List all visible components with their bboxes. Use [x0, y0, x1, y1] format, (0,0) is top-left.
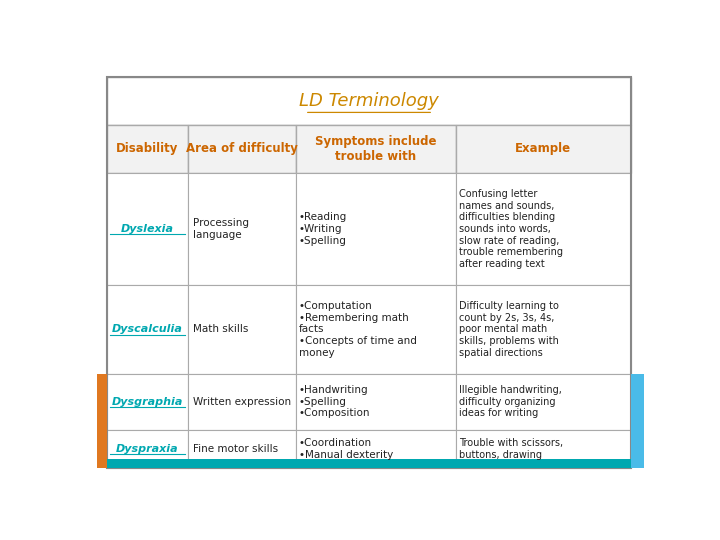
Bar	[107, 77, 631, 125]
Bar	[107, 374, 188, 430]
Text: Dyslexia: Dyslexia	[121, 224, 174, 234]
Bar	[456, 374, 631, 430]
Text: •Reading
•Writing
•Spelling: •Reading •Writing •Spelling	[299, 212, 347, 246]
Bar	[456, 173, 631, 285]
Bar	[96, 374, 107, 468]
Text: Dyspraxia: Dyspraxia	[116, 444, 179, 454]
Text: Disability: Disability	[116, 143, 179, 156]
Bar	[296, 430, 456, 468]
Text: •Handwriting
•Spelling
•Composition: •Handwriting •Spelling •Composition	[299, 385, 370, 418]
Text: Dysgraphia: Dysgraphia	[112, 397, 183, 407]
Text: Difficulty learning to
count by 2s, 3s, 4s,
poor mental math
skills, problems wi: Difficulty learning to count by 2s, 3s, …	[459, 301, 559, 357]
Bar	[107, 285, 188, 374]
Bar	[107, 173, 188, 285]
Text: LD Terminology: LD Terminology	[299, 92, 439, 110]
Text: Written expression: Written expression	[192, 397, 291, 407]
Bar	[456, 285, 631, 374]
Bar	[456, 125, 631, 173]
Text: Trouble with scissors,
buttons, drawing: Trouble with scissors, buttons, drawing	[459, 438, 563, 460]
Text: Processing
language: Processing language	[192, 218, 248, 240]
Text: Illegible handwriting,
difficulty organizing
ideas for writing: Illegible handwriting, difficulty organi…	[459, 385, 562, 418]
Text: Math skills: Math skills	[192, 325, 248, 334]
Text: Dyscalculia: Dyscalculia	[112, 325, 183, 334]
Text: Fine motor skills: Fine motor skills	[192, 444, 278, 454]
Text: Area of difficulty: Area of difficulty	[186, 143, 298, 156]
Bar	[107, 430, 188, 468]
Text: •Computation
•Remembering math
facts
•Concepts of time and
money: •Computation •Remembering math facts •Co…	[299, 301, 417, 357]
Bar	[188, 125, 296, 173]
Bar	[107, 125, 188, 173]
Bar	[296, 125, 456, 173]
Bar	[188, 285, 296, 374]
Bar	[296, 173, 456, 285]
Bar	[631, 374, 644, 468]
Text: Confusing letter
names and sounds,
difficulties blending
sounds into words,
slow: Confusing letter names and sounds, diffi…	[459, 189, 563, 269]
Bar	[296, 374, 456, 430]
Bar	[456, 430, 631, 468]
Text: •Coordination
•Manual dexterity: •Coordination •Manual dexterity	[299, 438, 393, 460]
Bar	[296, 285, 456, 374]
Text: Example: Example	[516, 143, 572, 156]
Text: Symptoms include
trouble with: Symptoms include trouble with	[315, 135, 436, 163]
Bar	[107, 459, 631, 468]
Bar	[188, 173, 296, 285]
Bar	[188, 430, 296, 468]
Bar	[188, 374, 296, 430]
